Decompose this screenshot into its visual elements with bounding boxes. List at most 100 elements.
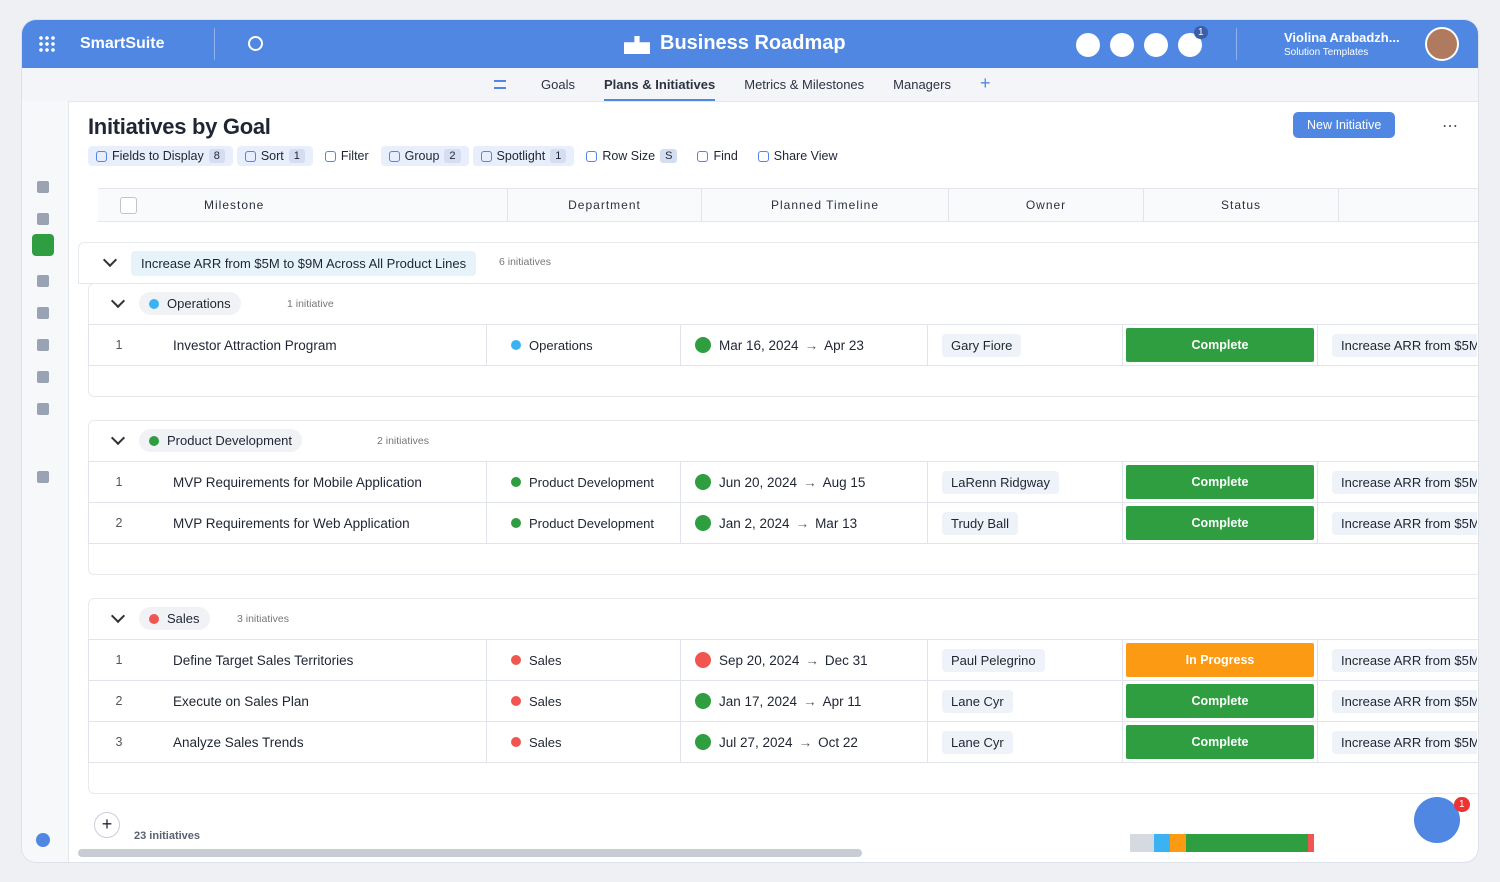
apps-icon[interactable] bbox=[38, 35, 56, 53]
user-name[interactable]: Violina Arabadzh... bbox=[1284, 30, 1400, 45]
goal-label[interactable]: Increase ARR from $5M to $9M Across All … bbox=[131, 251, 477, 276]
view-title[interactable]: Initiatives by Goal bbox=[88, 114, 271, 139]
column-title[interactable]: Planned Timeline bbox=[702, 189, 949, 221]
department: Sales bbox=[529, 693, 562, 709]
new-button[interactable]: New Initiative bbox=[1293, 112, 1396, 138]
sidebar-icon[interactable] bbox=[37, 339, 49, 351]
group-label[interactable]: Product Development bbox=[139, 429, 303, 452]
goal-link[interactable]: Increase ARR from $5M to $9M Across All … bbox=[1332, 648, 1477, 672]
owner[interactable]: Gary Fiore bbox=[942, 333, 1022, 357]
sidebar-icon[interactable] bbox=[37, 307, 49, 319]
owner[interactable]: Paul Pelegrino bbox=[942, 648, 1045, 672]
sidebar-icon[interactable] bbox=[37, 371, 49, 383]
row-number: 1 bbox=[115, 475, 123, 489]
add-icon[interactable] bbox=[36, 833, 50, 847]
nav-tab[interactable]: Goals bbox=[541, 77, 575, 92]
sidebar-icon[interactable] bbox=[37, 471, 49, 483]
status[interactable]: Complete bbox=[1126, 725, 1314, 759]
toolbar-button[interactable]: Filter bbox=[317, 146, 377, 166]
grid-view-icon[interactable] bbox=[32, 234, 54, 256]
avatar[interactable] bbox=[1425, 27, 1459, 61]
group-label[interactable]: Sales bbox=[139, 607, 210, 630]
milestone: MVP Requirements for Web Application bbox=[173, 515, 410, 531]
row[interactable]: 1 MVP Requirements for Mobile Application… bbox=[88, 461, 1478, 503]
column-title[interactable]: Milestone bbox=[120, 189, 508, 221]
collapse-icon[interactable] bbox=[102, 252, 118, 268]
row[interactable]: 1 Investor Attraction Program Operations Ma… bbox=[88, 324, 1478, 366]
goal-link[interactable]: Increase ARR from $5M to $9M Across All … bbox=[1332, 470, 1477, 494]
menu-icon[interactable] bbox=[494, 80, 506, 89]
collapse-icon[interactable] bbox=[110, 293, 126, 309]
sidebar-icon[interactable] bbox=[37, 275, 49, 287]
sidebar-icon[interactable] bbox=[37, 181, 49, 193]
owner[interactable]: LaRenn Ridgway bbox=[942, 470, 1060, 494]
nav-tab[interactable]: Plans & Initiatives bbox=[603, 68, 716, 101]
status[interactable]: Complete bbox=[1126, 506, 1314, 540]
sidebar-icon[interactable] bbox=[37, 213, 49, 225]
status[interactable]: Complete bbox=[1126, 465, 1314, 499]
row[interactable]: 3 Analyze Sales Trends Sales Jul 27, 2024 → O… bbox=[88, 721, 1478, 763]
team-icon[interactable] bbox=[1076, 33, 1100, 57]
timeline-end: Aug 15 bbox=[822, 474, 866, 490]
solution-title[interactable]: Business Roadmap bbox=[660, 32, 846, 54]
toolbar-label: Filter bbox=[340, 149, 369, 163]
nav-tab[interactable]: Managers bbox=[893, 77, 951, 92]
nav-tab[interactable]: Metrics & Milestones bbox=[744, 77, 865, 92]
toolbar-button[interactable]: Share View bbox=[750, 146, 846, 166]
more-menu[interactable]: ⋯ bbox=[1442, 118, 1458, 135]
row[interactable]: 2 Execute on Sales Plan Sales Jan 17, 2024 →… bbox=[88, 680, 1478, 722]
status[interactable]: Complete bbox=[1126, 684, 1314, 718]
toolbar-button[interactable]: Row Size S bbox=[578, 146, 685, 166]
owner[interactable]: Trudy Ball bbox=[942, 511, 1019, 535]
column-title[interactable]: Department bbox=[508, 189, 702, 221]
select-all[interactable] bbox=[120, 197, 137, 214]
search-icon[interactable] bbox=[248, 36, 263, 51]
status[interactable]: In Progress bbox=[1126, 643, 1314, 677]
toolbar-button[interactable]: Spotlight 1 bbox=[472, 146, 575, 166]
owner[interactable]: Lane Cyr bbox=[942, 730, 1013, 754]
row[interactable]: 1 Define Target Sales Territories Sales Sep… bbox=[88, 639, 1478, 681]
status[interactable]: Complete bbox=[1126, 328, 1314, 362]
timeline-end: Dec 31 bbox=[824, 652, 868, 668]
goal-link[interactable]: Increase ARR from $5M to $9M Across All … bbox=[1332, 333, 1477, 357]
goal-link[interactable]: Increase ARR from $5M to $9M Across All … bbox=[1332, 689, 1477, 713]
chat-button[interactable] bbox=[1414, 797, 1460, 843]
toolbar-button[interactable]: Sort 1 bbox=[236, 146, 313, 166]
goal-link[interactable]: Increase ARR from $5M to $9M Across All … bbox=[1332, 511, 1477, 535]
column-title[interactable]: Owner bbox=[949, 189, 1144, 221]
tabs: Goals Plans & Initiatives Metrics & Milest… bbox=[541, 68, 990, 101]
toolbar-icon bbox=[586, 150, 598, 162]
milestone-cell: 2 MVP Requirements for Web Application bbox=[89, 503, 487, 543]
timeline-end: Apr 23 bbox=[824, 337, 864, 353]
group-name: Sales bbox=[167, 611, 200, 626]
department-dot bbox=[511, 340, 521, 350]
toolbar-button[interactable]: Fields to Display 8 bbox=[88, 146, 233, 166]
status-cell: Complete bbox=[1123, 722, 1318, 762]
row-number: 3 bbox=[115, 735, 123, 749]
sidebar-icon[interactable] bbox=[37, 403, 49, 415]
row[interactable]: 2 MVP Requirements for Web Application Pro… bbox=[88, 502, 1478, 544]
timeline-cell: Jun 20, 2024 → Aug 15 bbox=[681, 462, 928, 502]
collapse-icon[interactable] bbox=[110, 430, 126, 446]
scrollbar[interactable] bbox=[78, 849, 862, 857]
collapse-icon[interactable] bbox=[110, 608, 126, 624]
add-row[interactable]: + bbox=[94, 812, 120, 838]
tasks-icon[interactable] bbox=[1144, 33, 1168, 57]
row-number: 1 bbox=[115, 338, 123, 352]
record-count: 23 initiatives bbox=[134, 830, 201, 842]
milestone-cell: 1 Investor Attraction Program bbox=[89, 325, 487, 365]
column-title[interactable]: Status bbox=[1144, 189, 1339, 221]
timeline-cell: Jan 2, 2024 → Mar 13 bbox=[681, 503, 928, 543]
toolbar-button[interactable]: Find bbox=[689, 146, 745, 166]
goal-link[interactable]: Increase ARR from $5M to $9M Across All … bbox=[1332, 730, 1477, 754]
toolbar-label: Spotlight bbox=[496, 149, 546, 163]
app-name: SmartSuite bbox=[80, 35, 165, 52]
owner-cell: Paul Pelegrino bbox=[928, 640, 1123, 680]
row-number: 2 bbox=[115, 516, 123, 530]
toolbar-badge: 1 bbox=[550, 149, 567, 163]
group-label[interactable]: Operations bbox=[139, 292, 241, 315]
add-tab[interactable]: + bbox=[979, 73, 991, 93]
favorites-icon[interactable] bbox=[1110, 33, 1134, 57]
toolbar-button[interactable]: Group 2 bbox=[380, 146, 469, 166]
owner[interactable]: Lane Cyr bbox=[942, 689, 1013, 713]
